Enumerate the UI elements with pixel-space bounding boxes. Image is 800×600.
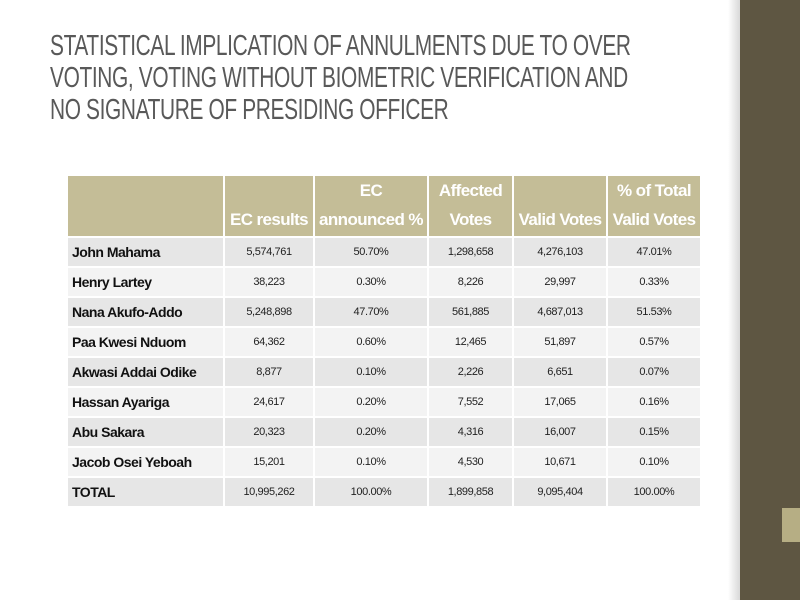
title: STATISTICAL IMPLICATION OF ANNULMENTS DU…: [50, 30, 750, 126]
candidate-name: Jacob Osei Yeboah: [68, 448, 223, 476]
cell: 24,617: [225, 388, 313, 416]
table-row: Nana Akufo-Addo 5,248,898 47.70% 561,885 4,6…: [68, 298, 700, 326]
candidate-name: Nana Akufo-Addo: [68, 298, 223, 326]
cell: 8,877: [225, 358, 313, 386]
side-accent: [782, 508, 800, 542]
cell: 12,465: [429, 328, 512, 356]
cell: 4,316: [429, 418, 512, 446]
cell: 5,248,898: [225, 298, 313, 326]
cell: 1,298,658: [429, 238, 512, 266]
cell: 0.10%: [315, 448, 427, 476]
candidate-name: John Mahama: [68, 238, 223, 266]
candidate-name: Akwasi Addai Odike: [68, 358, 223, 386]
cell: 47.70%: [315, 298, 427, 326]
table-row: Hassan Ayariga 24,617 0.20% 7,552 17,065 0.16…: [68, 388, 700, 416]
cell: 7,552: [429, 388, 512, 416]
table-row: John Mahama 5,574,761 50.70% 1,298,658 4,276…: [68, 238, 700, 266]
cell: 10,671: [514, 448, 606, 476]
candidate-name: Paa Kwesi Nduom: [68, 328, 223, 356]
cell: 0.20%: [315, 388, 427, 416]
cell: 9,095,404: [514, 478, 606, 506]
cell: 16,007: [514, 418, 606, 446]
cell: 10,995,262: [225, 478, 313, 506]
header-row: EC results EC announced % Affected Votes Va…: [68, 176, 700, 236]
cell: 0.60%: [315, 328, 427, 356]
candidate-name: Abu Sakara: [68, 418, 223, 446]
cell: 0.07%: [608, 358, 700, 386]
cell: 64,362: [225, 328, 313, 356]
table-row: Akwasi Addai Odike 8,877 0.10% 2,226 6,651 0.…: [68, 358, 700, 386]
cell: 100.00%: [608, 478, 700, 506]
header-cell: [68, 176, 223, 236]
cell: 100.00%: [315, 478, 427, 506]
cell: 6,651: [514, 358, 606, 386]
cell: 4,276,103: [514, 238, 606, 266]
cell: 0.10%: [608, 448, 700, 476]
cell: 8,226: [429, 268, 512, 296]
cell: 561,885: [429, 298, 512, 326]
cell: 51,897: [514, 328, 606, 356]
cell: 29,997: [514, 268, 606, 296]
cell: 50.70%: [315, 238, 427, 266]
table-row: TOTAL 10,995,262 100.00% 1,899,858 9,095,404…: [68, 478, 700, 506]
cell: 38,223: [225, 268, 313, 296]
cell: 51.53%: [608, 298, 700, 326]
cell: 0.30%: [315, 268, 427, 296]
header-cell: % of Total Valid Votes: [608, 176, 700, 236]
cell: 0.57%: [608, 328, 700, 356]
table-row: Paa Kwesi Nduom 64,362 0.60% 12,465 51,897 0.…: [68, 328, 700, 356]
title-line: STATISTICAL IMPLICATION OF ANNULMENTS DU…: [50, 30, 631, 62]
results-table: EC results EC announced % Affected Votes Va…: [66, 174, 702, 508]
cell: 47.01%: [608, 238, 700, 266]
title-line: NO SIGNATURE OF PRESIDING OFFICER: [50, 94, 449, 126]
side-band: [740, 0, 800, 600]
cell: 0.10%: [315, 358, 427, 386]
cell: 0.33%: [608, 268, 700, 296]
header-cell: EC announced %: [315, 176, 427, 236]
cell: 0.16%: [608, 388, 700, 416]
candidate-name: TOTAL: [68, 478, 223, 506]
cell: 17,065: [514, 388, 606, 416]
header-cell: EC results: [225, 176, 313, 236]
candidate-name: Hassan Ayariga: [68, 388, 223, 416]
cell: 1,899,858: [429, 478, 512, 506]
candidate-name: Henry Lartey: [68, 268, 223, 296]
cell: 0.15%: [608, 418, 700, 446]
cell: 4,687,013: [514, 298, 606, 326]
table-row: Henry Lartey 38,223 0.30% 8,226 29,997 0.33%: [68, 268, 700, 296]
table-row: Abu Sakara 20,323 0.20% 4,316 16,007 0.15%: [68, 418, 700, 446]
cell: 20,323: [225, 418, 313, 446]
cell: 4,530: [429, 448, 512, 476]
cell: 15,201: [225, 448, 313, 476]
header-cell: Affected Votes: [429, 176, 512, 236]
shadow: [728, 0, 740, 600]
cell: 2,226: [429, 358, 512, 386]
table-row: Jacob Osei Yeboah 15,201 0.10% 4,530 10,671 0…: [68, 448, 700, 476]
title-line: VOTING, VOTING WITHOUT BIOMETRIC VERIFIC…: [50, 62, 628, 94]
cell: 0.20%: [315, 418, 427, 446]
header-cell: Valid Votes: [514, 176, 606, 236]
cell: 5,574,761: [225, 238, 313, 266]
table-body: John Mahama 5,574,761 50.70% 1,298,658 4,276…: [68, 238, 700, 506]
